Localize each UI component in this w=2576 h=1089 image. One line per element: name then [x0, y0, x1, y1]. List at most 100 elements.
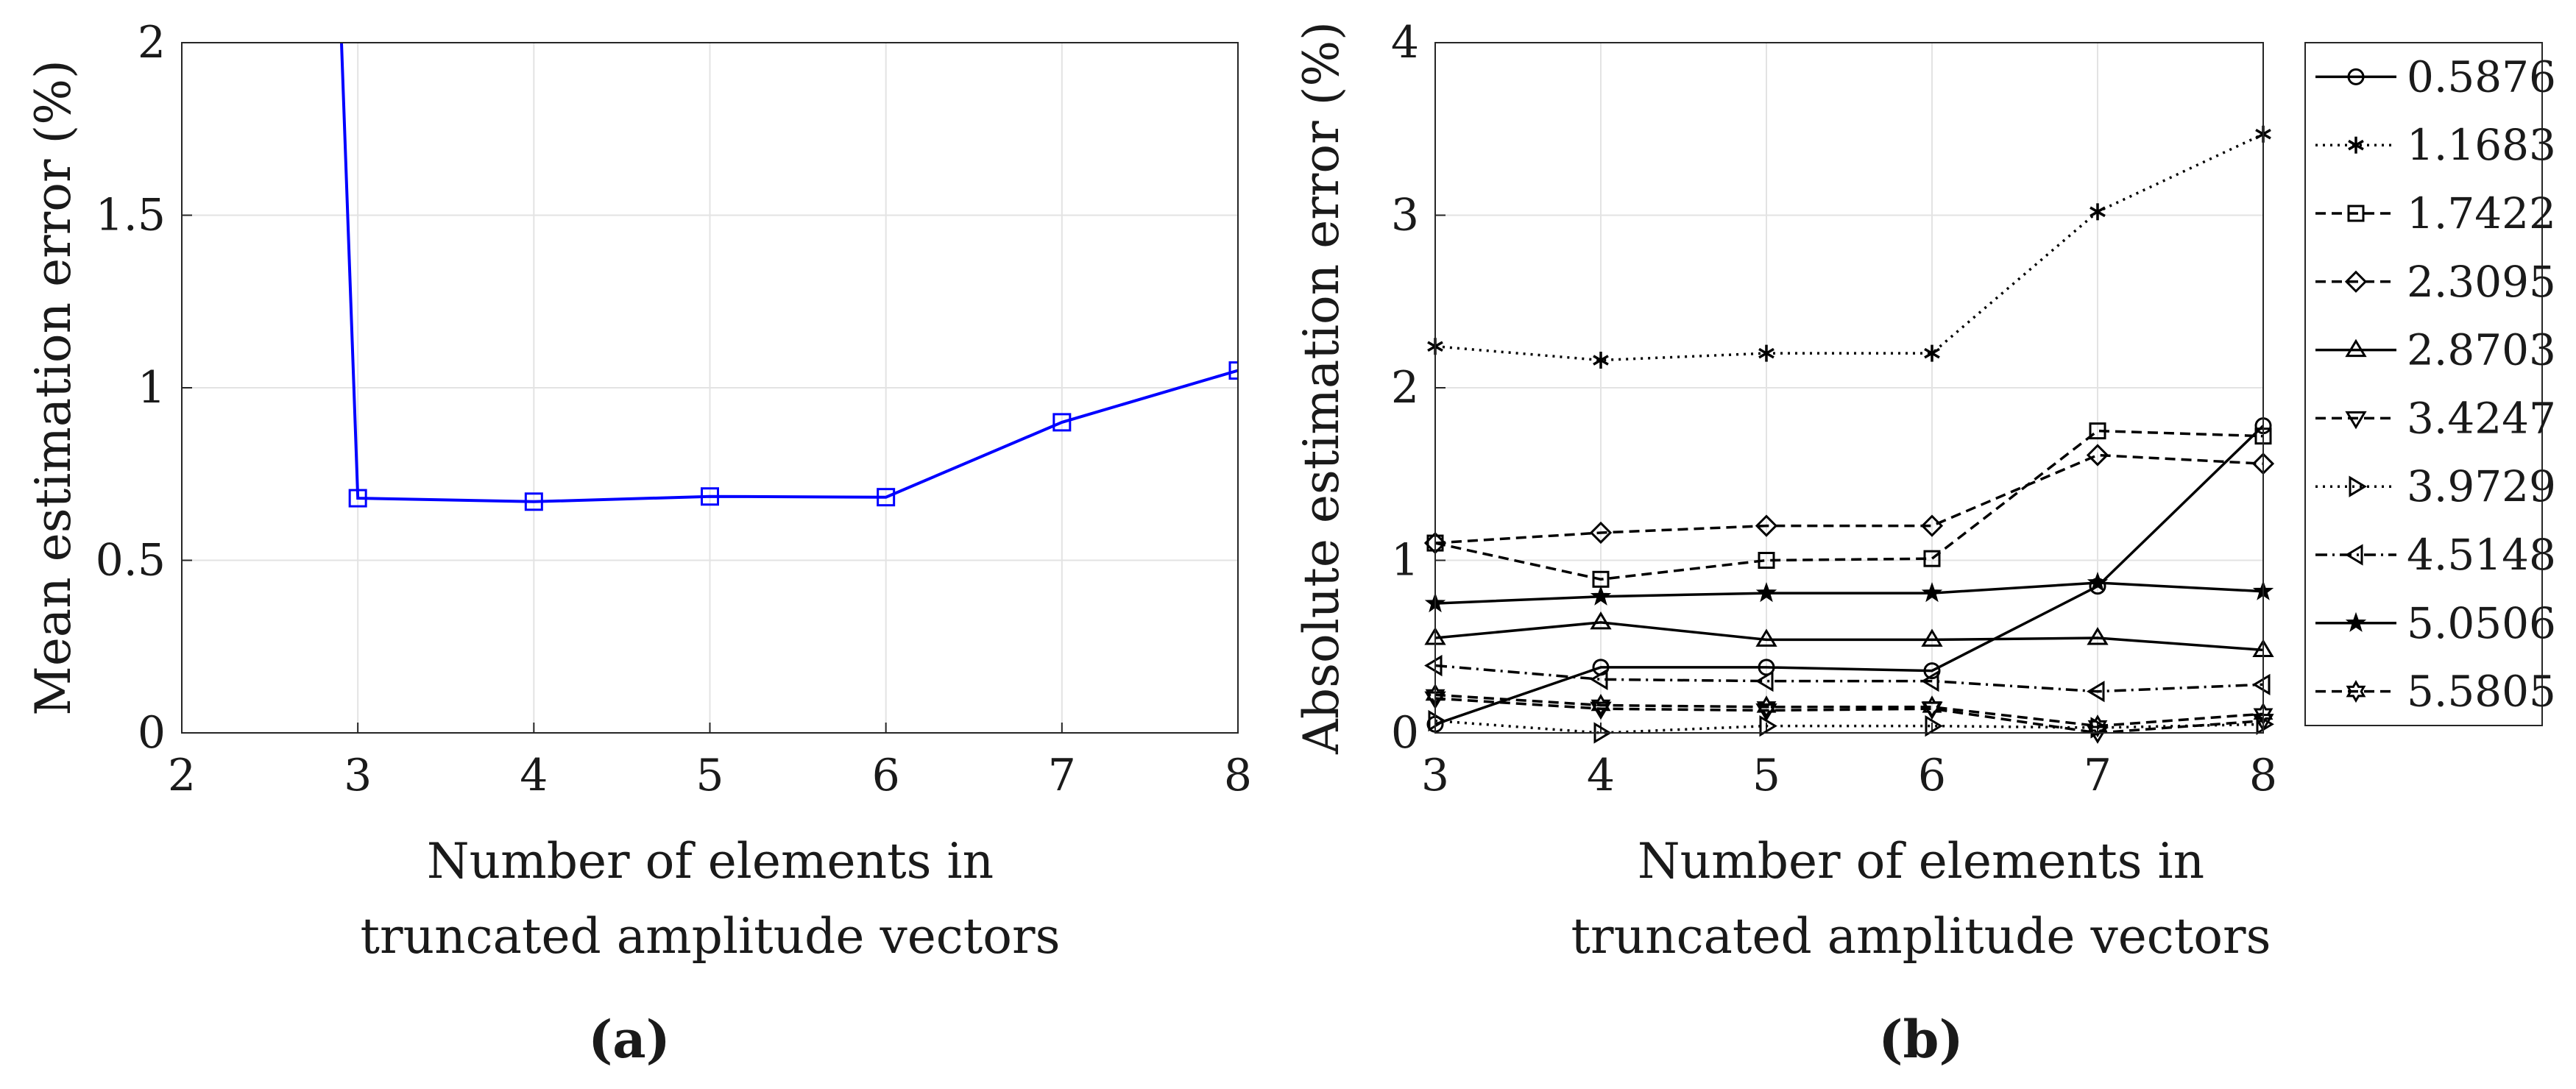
- a-x-tick-label: 6: [872, 750, 900, 801]
- b-legend-marker-1.1683-stroke: [2348, 139, 2364, 151]
- b-point-marker-5.0506: [1590, 585, 1612, 606]
- b-y-tick-label: 1: [1391, 535, 1419, 586]
- b-point-marker-3.4247: [1921, 701, 1943, 720]
- b-point-marker-1.1683-stroke: [1593, 355, 1609, 366]
- b-point-marker-5.0506: [2087, 572, 2109, 592]
- a-y-tick-label: 1.5: [96, 190, 166, 241]
- b-point-marker-0.5876: [1923, 662, 1941, 680]
- b-series-line-0.5876: [1434, 425, 2265, 726]
- b-series-line-3.4247: [1434, 697, 2264, 734]
- b-legend-marker-1.1683: [2348, 136, 2364, 154]
- b-legend-marker-5.0506: [2345, 611, 2367, 632]
- b-legend-label: 5.5805: [2407, 667, 2556, 717]
- b-point-marker-1.7422: [2089, 422, 2106, 440]
- b-point-marker-3.9729: [1428, 709, 1446, 732]
- b-x-tick-label: 3: [1421, 750, 1449, 801]
- b-point-marker-1.1683: [2090, 203, 2106, 221]
- b-point-marker-2.3095: [1589, 521, 1613, 544]
- b-legend-marker-2.8703: [2345, 338, 2367, 358]
- b-legend-marker-3.4247: [2345, 411, 2367, 430]
- a-x-tick-label: 4: [520, 750, 548, 801]
- b-data-layer: [1423, 125, 2275, 744]
- b-x-tick-label: 7: [2084, 750, 2112, 801]
- b-point-marker-5.5805: [1590, 694, 1611, 717]
- b-point-marker-1.1683: [1593, 351, 1609, 369]
- b-point-marker-1.1683-stroke: [2090, 206, 2106, 218]
- a-y-tick-label: 0.5: [96, 535, 166, 586]
- b-point-marker-2.3095: [1920, 514, 1944, 537]
- b-legend-marker-3.9729: [2349, 475, 2367, 497]
- b-point-marker-1.1683: [1924, 344, 1940, 362]
- b-legend-marker-0.5876: [2347, 68, 2365, 85]
- panel-b: 3 4 5 6 7 8 0 1 2 3 4 Absolute estimation error (%…: [1293, 17, 2556, 1070]
- b-point-marker-4.5148: [1424, 654, 1443, 677]
- b-point-marker-3.9729: [1925, 714, 1943, 737]
- a-x-tick-label: 3: [344, 750, 372, 801]
- a-y-tick-label: 2: [138, 17, 166, 68]
- panel-a: 2 3 4 5 6 7 8 0 0.5 1 1.5 2 Mean estimation error (…: [25, 17, 1253, 1070]
- b-x-tick-label: 8: [2249, 750, 2277, 801]
- b-legend-marker-2.3095: [2344, 270, 2368, 293]
- b-x-axis-label-line1: Number of elements in: [1638, 833, 2204, 890]
- b-point-marker-5.0506: [1921, 582, 1943, 603]
- a-x-axis-label-line1: Number of elements in: [427, 833, 994, 890]
- b-gridlines: [1434, 42, 2264, 734]
- a-point-marker: [1228, 361, 1238, 380]
- a-tick-labels: 2 3 4 5 6 7 8 0 0.5 1 1.5 2: [96, 17, 1253, 801]
- b-y-tick-label: 0: [1391, 707, 1419, 759]
- b-point-marker-5.5805: [1922, 695, 1942, 719]
- b-point-marker-3.9729: [1759, 714, 1777, 737]
- b-legend: 0.5876 1.1683 1.7422 2.3095 2.8703 3.4247 3.97…: [2304, 42, 2556, 726]
- b-series-line-5.0506: [1434, 581, 2264, 605]
- b-y-axis-label: Absolute estimation error (%): [1293, 21, 1350, 755]
- b-point-marker-2.3095: [2086, 444, 2109, 467]
- a-x-tick-label: 2: [168, 750, 196, 801]
- b-point-marker-5.5805: [2087, 714, 2108, 738]
- b-point-marker-1.1683-stroke: [1924, 347, 1940, 359]
- b-legend-box: [2304, 42, 2543, 726]
- b-point-marker-2.3095: [1755, 514, 1778, 537]
- a-x-axis-label-line2: truncated amplitude vectors: [361, 908, 1061, 965]
- a-point-marker: [1052, 413, 1072, 432]
- a-series-line: [339, 43, 1238, 503]
- b-x-tick-label: 5: [1752, 750, 1780, 801]
- b-legend-label: 0.5876: [2407, 52, 2556, 102]
- a-x-tick-label: 5: [696, 750, 723, 801]
- b-x-axis-label-line2: truncated amplitude vectors: [1571, 908, 2271, 965]
- a-y-tick-label: 0: [138, 707, 166, 759]
- b-axes-frame: [1434, 42, 2264, 734]
- a-y-tick-label: 1: [138, 362, 166, 414]
- b-point-marker-2.8703: [2087, 627, 2109, 645]
- b-point-marker-1.7422: [1758, 552, 1775, 569]
- b-legend-label: 2.8703: [2407, 325, 2556, 375]
- b-point-marker-1.1683: [1758, 344, 1774, 362]
- b-x-tick-label: 6: [1918, 750, 1946, 801]
- b-point-marker-1.7422: [1923, 550, 1941, 567]
- b-point-marker-2.8703: [1921, 628, 1943, 647]
- b-panel-caption: (b): [1878, 1009, 1963, 1070]
- a-point-marker: [348, 489, 367, 508]
- a-point-marker: [877, 488, 896, 507]
- b-point-marker-2.8703: [1590, 611, 1612, 630]
- b-point-marker-4.5148: [2252, 673, 2271, 695]
- b-point-marker-5.0506: [1755, 582, 1777, 603]
- b-series-line-2.3095: [1434, 453, 2264, 544]
- b-legend-marker-4.5148: [2345, 544, 2363, 566]
- b-legend-label: 4.5148: [2407, 530, 2556, 580]
- b-legend-label: 1.1683: [2407, 120, 2556, 170]
- b-series-line-2.8703: [1434, 621, 2264, 652]
- a-y-axis-label: Mean estimation error (%): [25, 60, 82, 715]
- a-data-layer: [339, 43, 1238, 511]
- b-series-line-4.5148: [1434, 664, 2264, 693]
- b-point-marker-4.5148: [1590, 668, 1608, 690]
- b-y-tick-label: 4: [1391, 17, 1419, 68]
- b-legend-marker-5.5805: [2346, 680, 2366, 703]
- a-panel-caption: (a): [588, 1009, 670, 1070]
- a-axes-frame: [181, 42, 1239, 734]
- a-x-tick-label: 8: [1224, 750, 1252, 801]
- b-x-tick-label: 4: [1587, 750, 1615, 801]
- b-point-marker-2.8703: [1755, 628, 1777, 647]
- b-legend-label: 3.9729: [2407, 461, 2556, 511]
- a-point-marker: [524, 492, 543, 511]
